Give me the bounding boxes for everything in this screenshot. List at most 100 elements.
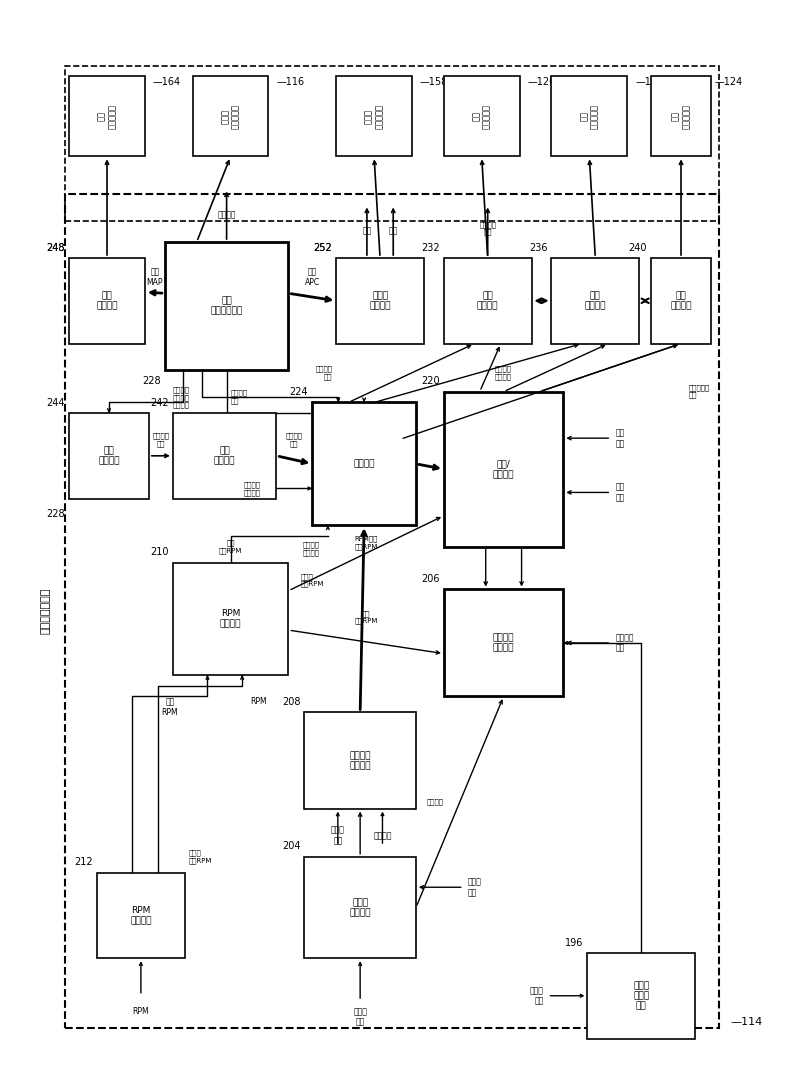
Bar [65, 194, 719, 1028]
Text: 242: 242 [150, 398, 169, 407]
Text: 208: 208 [282, 697, 300, 708]
Text: 期望的
转矩: 期望的 转矩 [331, 825, 345, 845]
Text: 估计空气
转矩: 估计空气 转矩 [152, 433, 170, 447]
Text: 相位器
致动器模块: 相位器 致动器模块 [364, 104, 384, 129]
Bar [444, 76, 519, 157]
Text: RPM
控制模块: RPM 控制模块 [220, 609, 242, 628]
Bar [193, 76, 269, 157]
Bar [69, 76, 145, 157]
Text: 轴转矩
载发模块: 轴转矩 载发模块 [350, 898, 371, 918]
Text: 燃料
致动器模块: 燃料 致动器模块 [671, 104, 690, 129]
Bar [304, 713, 416, 808]
Bar [69, 413, 149, 498]
Bar [551, 258, 639, 343]
Bar [173, 563, 288, 675]
Text: 即时转矩: 即时转矩 [427, 799, 444, 805]
Text: 232: 232 [422, 242, 440, 253]
Text: 期望点火
提前: 期望点火 提前 [479, 221, 496, 235]
Text: 204: 204 [282, 842, 300, 851]
Text: RPM即时
转矩RPM: RPM即时 转矩RPM [354, 535, 378, 550]
Text: 206: 206 [422, 575, 440, 584]
Text: —114: —114 [731, 1017, 763, 1027]
Text: 252: 252 [314, 242, 332, 253]
Text: 240: 240 [629, 242, 647, 253]
Text: 228: 228 [46, 509, 65, 519]
Text: 混合动
力控制
模块: 混合动 力控制 模块 [633, 981, 650, 1011]
Text: 推进转矩
载发模块: 推进转矩 载发模块 [493, 634, 514, 653]
Text: 244: 244 [46, 398, 65, 407]
Bar [336, 76, 412, 157]
Text: 指令转矩
补偿: 指令转矩 补偿 [286, 433, 303, 447]
Text: 汽缸燃点
转矩需求: 汽缸燃点 转矩需求 [494, 366, 511, 381]
Text: RPM
轨迹模块: RPM 轨迹模块 [130, 906, 152, 925]
Bar [304, 857, 416, 958]
Text: 估计空气
转矩需求
（补偿）: 估计空气 转矩需求 （补偿） [173, 386, 190, 408]
Bar [651, 258, 711, 343]
Bar [444, 391, 563, 547]
Bar [651, 76, 711, 157]
Text: 期望面积: 期望面积 [218, 211, 236, 220]
Text: 推进转矩
需求: 推进转矩 需求 [615, 634, 634, 653]
Text: 期望的
转矩RPM: 期望的 转矩RPM [300, 574, 324, 587]
Text: 储备/
负荷模块: 储备/ 负荷模块 [493, 460, 514, 479]
Text: RPM: RPM [250, 697, 266, 706]
Text: 196: 196 [565, 938, 583, 948]
Text: —126: —126 [527, 77, 556, 87]
Text: 即时转矩: 即时转矩 [374, 831, 392, 839]
Text: —120: —120 [635, 77, 663, 87]
Text: —158: —158 [420, 77, 448, 87]
Text: 期望
MAP: 期望 MAP [146, 268, 163, 287]
Text: 增压
致动器模块: 增压 致动器模块 [98, 104, 117, 129]
Text: 释放
控制模块: 释放 控制模块 [214, 446, 235, 465]
Text: 228: 228 [142, 375, 161, 386]
Text: 汽缸
控制模块: 汽缸 控制模块 [585, 292, 606, 311]
Text: 汽缸
致动器模块: 汽缸 致动器模块 [580, 104, 599, 129]
Text: 点火转矩
需求: 点火转矩 需求 [316, 366, 333, 381]
Text: 即时
转矩RPM: 即时 转矩RPM [219, 539, 242, 554]
Text: 220: 220 [422, 376, 440, 386]
Text: 节气门
致动器模块: 节气门 致动器模块 [221, 104, 240, 129]
Text: 轴扭矩
需求: 轴扭矩 需求 [468, 878, 482, 897]
Bar [551, 76, 627, 157]
Text: 增压
调度模块: 增压 调度模块 [96, 292, 118, 311]
Text: 燃料
控制模块: 燃料 控制模块 [670, 292, 692, 311]
Bar [69, 258, 145, 343]
Text: 进气: 进气 [362, 227, 371, 236]
Bar [173, 413, 277, 498]
Text: 224: 224 [290, 387, 308, 397]
Text: 248: 248 [46, 242, 65, 253]
Bar [65, 65, 719, 221]
Text: RPM: RPM [133, 1008, 150, 1016]
Text: 混合动力
优化模块: 混合动力 优化模块 [350, 750, 371, 771]
Text: 接全点火
转矩补偿: 接全点火 转矩补偿 [243, 481, 261, 495]
Text: 负荷
需求: 负荷 需求 [615, 429, 625, 448]
Text: —124: —124 [715, 77, 743, 87]
Text: 点火
控制模块: 点火 控制模块 [477, 292, 498, 311]
Text: 248: 248 [46, 242, 65, 253]
Text: 即时
转矩RPM: 即时 转矩RPM [354, 610, 378, 624]
Text: —164: —164 [153, 77, 181, 87]
Bar [444, 258, 531, 343]
Bar [587, 953, 695, 1039]
Text: 点火
致动器模块: 点火 致动器模块 [472, 104, 491, 129]
Text: 驾驶员
输入: 驾驶员 输入 [354, 1008, 367, 1027]
Bar [165, 242, 288, 370]
Text: 252: 252 [314, 242, 332, 253]
Text: 相位器
调度模块: 相位器 调度模块 [370, 292, 391, 311]
Text: 空气转矩
需求: 空气转矩 需求 [230, 389, 247, 404]
Text: 转矩
估算模块: 转矩 估算模块 [98, 446, 120, 465]
Text: 燃料量转矩
需求: 燃料量转矩 需求 [689, 384, 710, 399]
Bar [97, 873, 185, 958]
Text: 致动模块: 致动模块 [354, 459, 375, 468]
Text: 期望的
转矩RPM: 期望的 转矩RPM [189, 850, 212, 864]
Bar [336, 258, 424, 343]
Text: 空气
接受控制模块: 空气 接受控制模块 [210, 297, 242, 316]
Text: 发动机控制模块: 发动机控制模块 [40, 587, 50, 634]
Text: 212: 212 [74, 858, 93, 867]
Bar [444, 590, 563, 697]
Text: 驾驶员
输入: 驾驶员 输入 [530, 986, 543, 1006]
Text: 期望
RPM: 期望 RPM [162, 698, 178, 717]
Text: 储备
需求: 储备 需求 [615, 482, 625, 502]
Text: 期望
APC: 期望 APC [305, 268, 320, 287]
Text: 排气: 排气 [389, 227, 398, 236]
